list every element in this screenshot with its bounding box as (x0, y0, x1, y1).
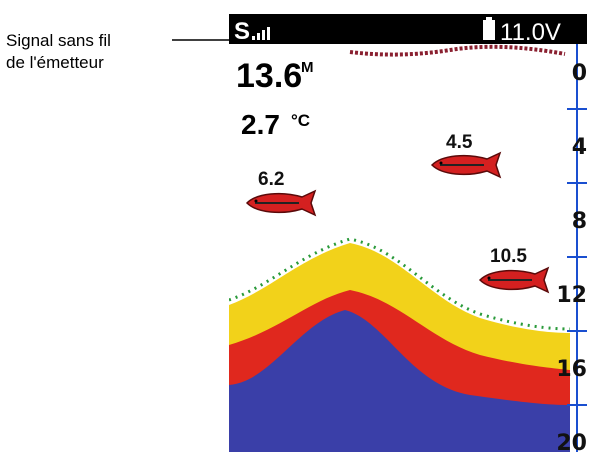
signal-label: S (234, 18, 250, 45)
temperature-unit: °C (291, 111, 310, 130)
depth-unit: M (301, 59, 314, 76)
depth-scale: 0 4 8 12 16 20 (556, 61, 587, 452)
fish-depth: 6.2 (258, 169, 284, 190)
bottom-echo-blue (229, 310, 570, 452)
annotation-line: Signal sans fil (6, 31, 111, 50)
battery-icon (483, 17, 495, 40)
sonar-screen: 6.2 4.5 10.5 13.6 M 2.7 °C 0 4 8 12 16 20 S 1… (229, 14, 587, 452)
depth-scale-label: 20 (556, 431, 587, 452)
annotation-line: de l'émetteur (6, 53, 104, 72)
status-bar (229, 14, 587, 44)
depth-scale-label: 0 (572, 61, 587, 86)
temperature-readout: 2.7 (241, 109, 280, 140)
signal-bars (252, 27, 270, 40)
depth-scale-label: 16 (556, 357, 587, 382)
voltage: 11.0V (500, 19, 561, 46)
depth-readout: 13.6 (236, 57, 302, 95)
fish-depth: 4.5 (446, 132, 473, 153)
depth-scale-label: 12 (556, 283, 587, 308)
fish-depth: 10.5 (490, 246, 527, 267)
depth-scale-label: 4 (572, 135, 587, 160)
surface-clutter (349, 44, 566, 57)
depth-scale-label: 8 (572, 209, 587, 234)
